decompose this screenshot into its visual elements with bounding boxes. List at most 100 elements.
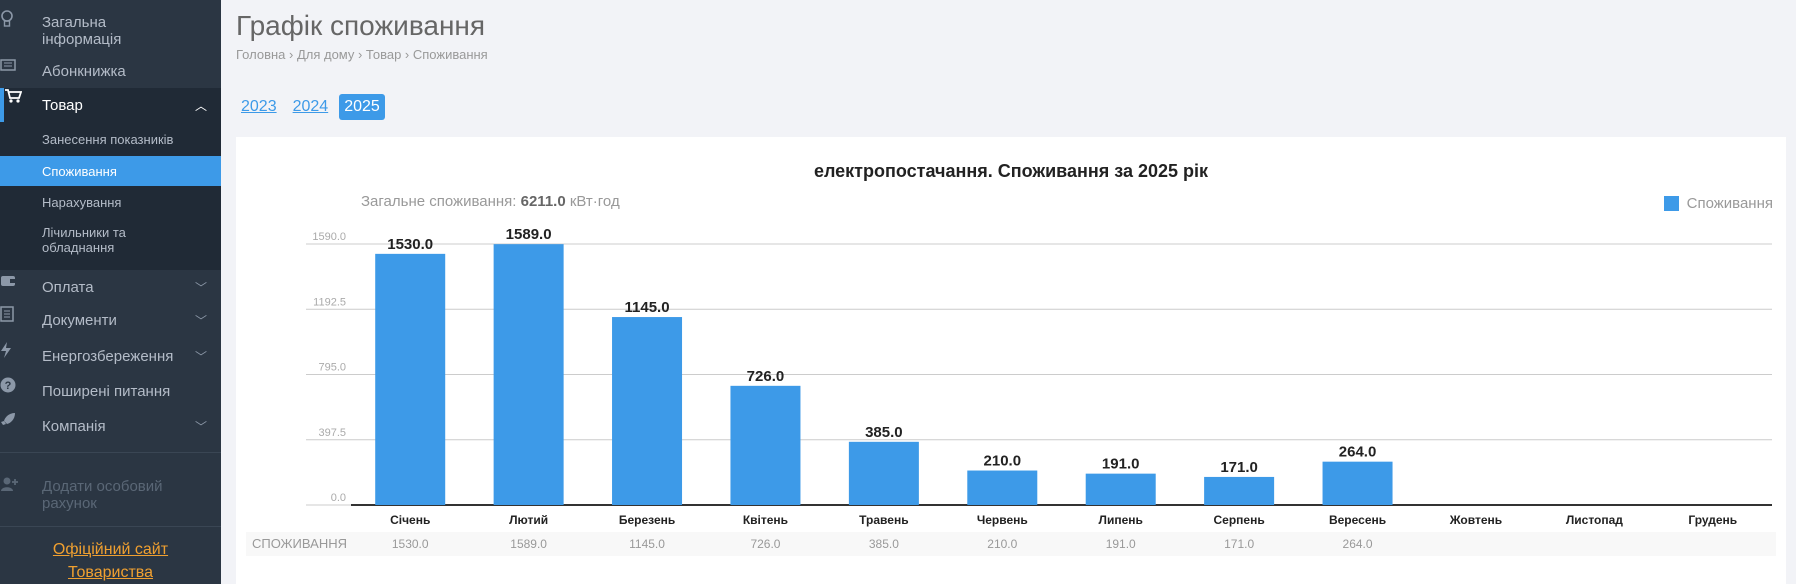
year-link-2023[interactable]: 2023 [241,98,277,115]
bar [612,317,683,505]
sidebar-divider [0,526,221,527]
table-cell: 385.0 [869,537,899,551]
x-tick-label: Січень [390,513,430,527]
chevron-down-icon: ﹀ [194,280,207,295]
page-title: Графік споживання [236,10,486,41]
sidebar-item-documents[interactable]: Документи ﹀ [0,306,221,334]
bar-value-label: 171.0 [1220,459,1258,476]
sidebar-item-payment[interactable]: Оплата ﹀ [0,273,221,301]
x-tick-label: Вересень [1329,513,1386,527]
bar-value-label: 1589.0 [506,226,552,243]
x-tick-label: Липень [1099,513,1143,527]
sidebar-item-abonknyzhka[interactable]: Абонкнижка [0,58,221,84]
submenu [0,122,221,270]
submenu-item-label: обладнання [42,240,115,255]
bar [375,253,446,505]
table-cell: 1530.0 [392,537,429,551]
sidebar: Загальна інформація Абонкнижка Товар ︿ За… [0,0,221,584]
chevron-down-icon: ﹀ [194,349,207,364]
sidebar-item-label: Компанія [42,417,106,435]
x-tick-label: Березень [619,513,675,527]
sidebar-item-energy-saving[interactable]: Енергозбереження ﹀ [0,342,221,370]
bar [848,441,919,505]
year-link-2025[interactable]: 2025 [339,94,385,120]
submenu-item-label: Лічильники та [42,225,126,240]
submenu-item-consumption[interactable]: Споживання [0,156,221,186]
official-site-label: Офіційний сайт [52,541,169,558]
bar [1085,473,1156,505]
submenu-item-label: Нарахування [42,194,122,210]
x-tick-label: Червень [977,513,1028,527]
total-label: Загальне споживання: [361,193,521,210]
sidebar-divider [0,452,221,453]
add-account-label: Додати особовий [42,478,163,495]
y-tick-label: 397.5 [318,427,346,439]
breadcrumb: Головна › Для дому › Товар › Споживання [236,47,488,62]
bar-value-label: 1145.0 [625,299,670,316]
table-cell: 1145.0 [629,537,665,551]
submenu-item-charges[interactable]: Нарахування [0,188,221,216]
rocket-icon [1,413,34,435]
x-tick-label: Квітень [743,513,788,527]
sidebar-item-tovar[interactable]: Товар ︿ [0,88,221,122]
sidebar-item-company[interactable]: Компанія ﹀ [0,412,221,440]
sidebar-item-label: Документи [42,311,117,329]
y-tick-label: 0.0 [331,492,346,504]
sidebar-item-label: Абонкнижка [42,62,126,80]
bar [730,385,801,505]
year-selector: 2023 2024 2025 [236,94,385,120]
add-account-label: рахунок [42,495,97,512]
submenu-item-readings[interactable]: Занесення показників [0,125,221,153]
table-cell: 210.0 [987,537,1017,551]
y-tick-label: 795.0 [318,362,346,374]
legend-swatch [1663,196,1679,211]
sidebar-item-label: Поширені питання [42,382,171,400]
book-icon [0,59,34,80]
bar [967,470,1038,505]
chart-card: електропостачання. Споживання за 2025 рі… [236,137,1786,584]
year-link-2024[interactable]: 2024 [292,98,329,115]
bar-value-label: 210.0 [984,453,1022,470]
sidebar-item-faq[interactable]: ? Поширені питання [0,377,221,405]
x-tick-label: Лютий [509,513,548,527]
sidebar-item-label: Енергозбереження [42,347,174,365]
x-tick-label: Листопад [1566,513,1623,527]
y-tick-label: 1590.0 [312,231,346,243]
sidebar-item-general-info[interactable]: Загальна інформація [0,10,221,52]
table-cell: 726.0 [750,537,780,551]
table-row [246,532,1776,556]
bar-value-label: 264.0 [1339,444,1377,461]
chevron-up-icon: ︿ [194,98,207,113]
table-row-label: СПОЖИВАННЯ [252,536,347,551]
table-cell: 1589.0 [510,537,547,551]
bar-chart: 0.0 397.5 795.0 1192.5 1590.0 1530.0 Січень 153… [306,226,1772,551]
official-site-link[interactable]: Офіційний сайт Товариства [0,538,221,584]
document-icon [0,306,34,329]
question-icon: ? [0,377,34,400]
table-cell: 171.0 [1224,537,1254,551]
bar [493,244,564,505]
submenu-item-label: Занесення показників [42,131,174,147]
bar-value-label: 1530.0 [387,236,433,253]
total-unit: кВт·год [565,193,620,210]
chevron-down-icon: ﹀ [194,419,207,434]
bar-value-label: 385.0 [865,424,903,441]
svg-text:?: ? [5,380,12,392]
chevron-down-icon: ﹀ [194,313,207,328]
bar [1322,461,1393,505]
add-account-button[interactable]: Додати особовий рахунок [0,476,221,514]
y-tick-label: 1192.5 [313,296,346,308]
chart-legend[interactable]: Споживання [1663,195,1773,212]
bar [1204,476,1275,505]
bar-value-label: 726.0 [747,368,785,385]
x-tick-label: Серпень [1214,513,1265,527]
submenu-item-label: Споживання [42,163,117,179]
sidebar-item-label: Оплата [42,278,94,296]
sidebar-item-label: Товар [42,96,83,114]
wallet-icon [1,276,34,296]
x-tick-label: Жовтень [1449,513,1502,527]
add-user-icon [1,477,34,504]
submenu-item-meters[interactable]: Лічильники та обладнання [0,222,221,258]
total-consumption: Загальне споживання: 6211.0 кВт·год [361,193,620,210]
bar-value-label: 191.0 [1102,456,1140,473]
